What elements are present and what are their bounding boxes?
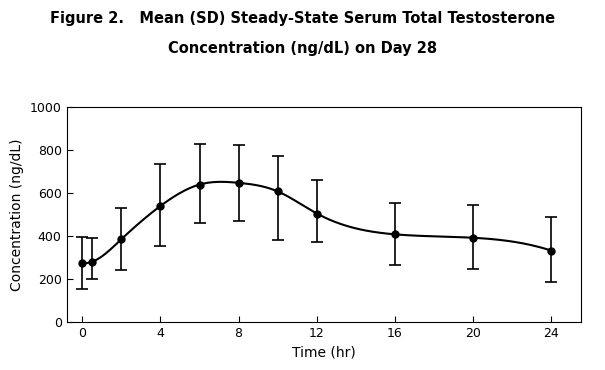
Text: Concentration (ng/dL) on Day 28: Concentration (ng/dL) on Day 28 [168, 41, 437, 56]
X-axis label: Time (hr): Time (hr) [292, 345, 356, 359]
Text: Figure 2.   Mean (SD) Steady-State Serum Total Testosterone: Figure 2. Mean (SD) Steady-State Serum T… [50, 11, 555, 26]
Y-axis label: Concentration (ng/dL): Concentration (ng/dL) [10, 138, 24, 291]
